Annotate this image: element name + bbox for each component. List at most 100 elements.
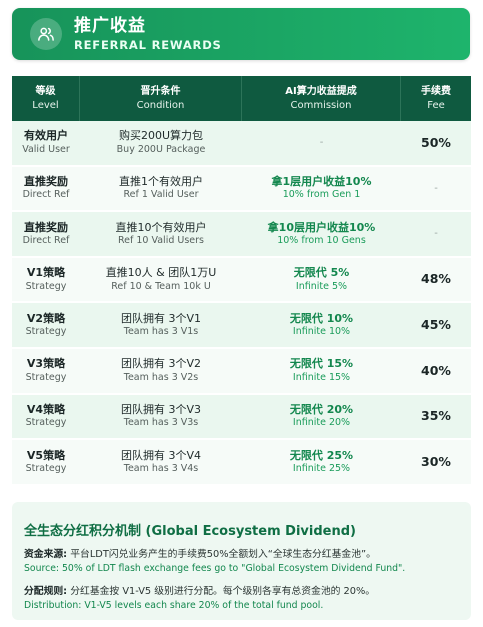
condition-text-en: Buy 200U Package bbox=[116, 143, 206, 155]
fee-value: 50% bbox=[421, 134, 451, 150]
level-name: 直推奖励 bbox=[24, 175, 68, 189]
condition-text: 直推1个有效用户 bbox=[119, 175, 203, 189]
condition-text-en: Ref 1 Valid User bbox=[123, 189, 199, 201]
level-name-en: Direct Ref bbox=[22, 234, 70, 246]
condition-text: 直推10个有效用户 bbox=[115, 220, 207, 234]
fee-cell: - bbox=[401, 212, 471, 256]
column-header-level: 等级 Level bbox=[12, 76, 80, 121]
commission-cell: 无限代 5% Infinite 5% bbox=[242, 258, 401, 302]
fee-value: - bbox=[434, 228, 438, 240]
commission-text: 无限代 15% bbox=[289, 357, 354, 371]
commission-text: 拿10层用户收益10% bbox=[267, 220, 376, 234]
level-name: V2策略 bbox=[26, 311, 66, 325]
column-header-commission: AI算力收益提成 Commission bbox=[242, 76, 401, 121]
column-header-condition: 晋升条件 Condition bbox=[80, 76, 242, 121]
commission-cell: 无限代 15% Infinite 15% bbox=[242, 349, 401, 393]
commission-text-en: Infinite 10% bbox=[292, 326, 351, 338]
table-row: 有效用户 Valid User 购买200U算力包 Buy 200U Package -… bbox=[12, 121, 471, 167]
page-subtitle: REFERRAL REWARDS bbox=[74, 37, 222, 52]
level-cell: V1策略 Strategy bbox=[12, 258, 80, 302]
column-header-fee: 手续费 Fee bbox=[421, 86, 451, 111]
commission-text: 拿1层用户收益10% bbox=[271, 175, 372, 189]
condition-cell: 直推10个有效用户 Ref 10 Valid Users bbox=[80, 212, 242, 256]
condition-text: 直推10人 & 团队1万U bbox=[105, 266, 217, 280]
rewards-table: 等级 Level 晋升条件 Condition AI算力收益提成 Commiss… bbox=[12, 76, 471, 486]
commission-text: 无限代 25% bbox=[289, 448, 354, 462]
condition-text-en: Ref 10 Valid Users bbox=[117, 234, 204, 246]
condition-cell: 直推10人 & 团队1万U Ref 10 & Team 10k U bbox=[80, 258, 242, 302]
condition-cell: 团队拥有 3个V2 Team has 3 V2s bbox=[80, 349, 242, 393]
condition-cell: 团队拥有 3个V1 Team has 3 V1s bbox=[80, 303, 242, 347]
rule-text-en: Distribution: V1-V5 levels each share 20… bbox=[24, 599, 324, 611]
fee-value: - bbox=[434, 182, 438, 194]
level-name: V4策略 bbox=[26, 403, 66, 417]
commission-text: 无限代 5% bbox=[293, 266, 350, 280]
rule-text: 分红基金按 V1-V5 级别进行分配。每个级别各享有总资金池的 20%。 bbox=[70, 585, 376, 597]
fee-cell: 45% bbox=[401, 303, 471, 347]
level-name-en: Direct Ref bbox=[22, 189, 70, 201]
level-name: V5策略 bbox=[26, 448, 66, 462]
commission-text-en: Infinite 15% bbox=[292, 371, 351, 383]
condition-text-en: Team has 3 V3s bbox=[123, 417, 199, 429]
commission-cell: - bbox=[242, 121, 401, 165]
source-text: 平台LDT闪兑业务产生的手续费50%全额划入“全球生态分红基金池”。 bbox=[70, 549, 376, 560]
fee-cell: 40% bbox=[401, 349, 471, 393]
level-name: V1策略 bbox=[26, 266, 66, 280]
table-row: 直推奖励 Direct Ref 直推10个有效用户 Ref 10 Valid User… bbox=[12, 212, 471, 258]
fee-value: 45% bbox=[421, 317, 451, 333]
fee-cell: - bbox=[401, 167, 471, 211]
level-name-en: Strategy bbox=[25, 326, 67, 338]
fee-value: 30% bbox=[421, 453, 451, 469]
fee-cell: 30% bbox=[401, 440, 471, 484]
source-text-en: Source: 50% of LDT flash exchange fees g… bbox=[24, 563, 406, 575]
level-cell: V2策略 Strategy bbox=[12, 303, 80, 347]
condition-text-en: Ref 10 & Team 10k U bbox=[111, 280, 211, 292]
condition-text-en: Team has 3 V4s bbox=[123, 462, 199, 474]
users-icon bbox=[30, 18, 62, 50]
fee-value: 35% bbox=[421, 408, 451, 424]
source-label: 资金来源: bbox=[24, 549, 68, 560]
commission-text-en: Infinite 20% bbox=[292, 417, 351, 429]
commission-text-en: Infinite 25% bbox=[292, 462, 351, 474]
level-name: 直推奖励 bbox=[24, 220, 68, 234]
fee-value: 48% bbox=[421, 271, 451, 287]
commission-cell: 无限代 25% Infinite 25% bbox=[242, 440, 401, 484]
commission-text-en: Infinite 5% bbox=[295, 280, 348, 292]
condition-text-en: Team has 3 V2s bbox=[123, 371, 199, 383]
table-row: V5策略 Strategy 团队拥有 3个V4 Team has 3 V4s 无限代 2… bbox=[12, 440, 471, 486]
commission-text: 无限代 20% bbox=[289, 403, 354, 417]
condition-text: 团队拥有 3个V1 bbox=[120, 311, 202, 325]
level-name-en: Strategy bbox=[25, 280, 67, 292]
condition-cell: 直推1个有效用户 Ref 1 Valid User bbox=[80, 167, 242, 211]
condition-text: 团队拥有 3个V3 bbox=[120, 403, 202, 417]
rule-label: 分配规则: bbox=[24, 585, 68, 597]
condition-cell: 团队拥有 3个V3 Team has 3 V3s bbox=[80, 395, 242, 439]
fee-cell: 35% bbox=[401, 395, 471, 439]
commission-cell: 拿1层用户收益10% 10% from Gen 1 bbox=[242, 167, 401, 211]
level-cell: V3策略 Strategy bbox=[12, 349, 80, 393]
condition-text: 团队拥有 3个V4 bbox=[120, 448, 202, 462]
dividend-section: 全生态分红积分机制 (Global Ecosystem Dividend) 资金… bbox=[12, 502, 471, 620]
level-cell: 直推奖励 Direct Ref bbox=[12, 212, 80, 256]
source-line: 资金来源: 平台LDT闪兑业务产生的手续费50%全额划入“全球生态分红基金池”。 bbox=[24, 548, 459, 562]
table-body: 有效用户 Valid User 购买200U算力包 Buy 200U Package -… bbox=[12, 121, 471, 486]
commission-text-en: 10% from Gen 1 bbox=[282, 189, 361, 201]
level-cell: V5策略 Strategy bbox=[12, 440, 80, 484]
table-header: 等级 Level 晋升条件 Condition AI算力收益提成 Commiss… bbox=[12, 76, 471, 121]
page-header: 推广收益 REFERRAL REWARDS bbox=[12, 8, 470, 60]
commission-text-en: 10% from 10 Gens bbox=[277, 234, 366, 246]
dividend-title: 全生态分红积分机制 (Global Ecosystem Dividend) bbox=[24, 524, 356, 539]
level-name: V3策略 bbox=[26, 357, 66, 371]
rule-line: 分配规则: 分红基金按 V1-V5 级别进行分配。每个级别各享有总资金池的 20… bbox=[24, 585, 459, 599]
fee-value: 40% bbox=[421, 362, 451, 378]
condition-cell: 购买200U算力包 Buy 200U Package bbox=[80, 121, 242, 165]
condition-text-en: Team has 3 V1s bbox=[123, 326, 199, 338]
page-title: 推广收益 bbox=[74, 15, 146, 36]
commission-cell: 无限代 20% Infinite 20% bbox=[242, 395, 401, 439]
table-row: V1策略 Strategy 直推10人 & 团队1万U Ref 10 & Team 1… bbox=[12, 257, 471, 304]
level-name-en: Strategy bbox=[25, 417, 67, 429]
level-name-en: Strategy bbox=[25, 462, 67, 474]
level-name-en: Valid User bbox=[22, 143, 70, 155]
condition-cell: 团队拥有 3个V4 Team has 3 V4s bbox=[80, 440, 242, 484]
level-name: 有效用户 bbox=[24, 129, 68, 143]
